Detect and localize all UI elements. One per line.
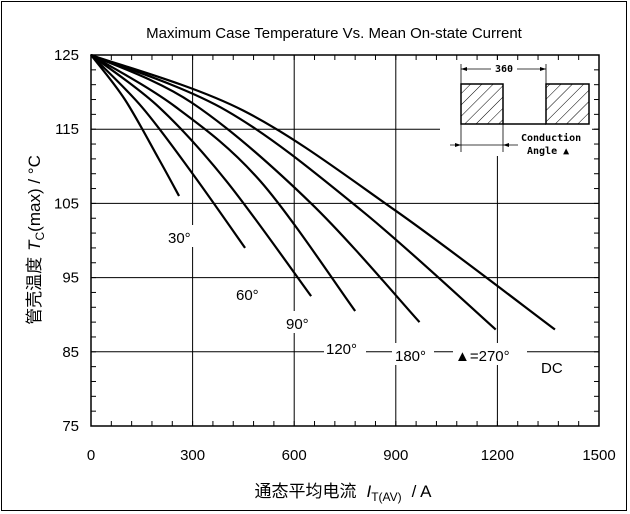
conduction-label: Conduction bbox=[521, 132, 581, 144]
label-dc: DC bbox=[541, 360, 563, 377]
label-30: 30° bbox=[168, 230, 191, 247]
x-tick-label: 600 bbox=[282, 447, 307, 464]
series-line-3 bbox=[90, 54, 357, 312]
series-line-6 bbox=[90, 53, 556, 331]
x-tick-label: 1500 bbox=[582, 447, 615, 464]
series-line-5 bbox=[90, 53, 497, 331]
series-line-2 bbox=[90, 54, 313, 297]
series-line-1 bbox=[90, 54, 246, 249]
plot-area bbox=[90, 54, 600, 427]
period-value: 360 bbox=[495, 64, 513, 75]
series-lines bbox=[90, 53, 556, 331]
series-line-4 bbox=[90, 54, 421, 323]
label-120: 120° bbox=[326, 341, 357, 358]
y-tick-labels: 75 85 95 105 115 125 bbox=[54, 47, 79, 435]
angle-label: Angle ▲ bbox=[527, 146, 569, 157]
y-tick-label: 115 bbox=[55, 121, 79, 138]
y-tick-label: 125 bbox=[54, 47, 79, 64]
y-tick-label: 85 bbox=[62, 344, 79, 361]
x-tick-label: 1200 bbox=[481, 447, 514, 464]
conduction-angle-diagram: 360 Conduction Angle ▲ bbox=[440, 60, 592, 157]
label-60: 60° bbox=[236, 287, 259, 304]
pulse-2 bbox=[545, 83, 590, 125]
y-axis-label: 管壳温度TC(max) / °C bbox=[25, 155, 47, 325]
label-270: ▲=270° bbox=[455, 348, 510, 365]
pulse-1 bbox=[460, 83, 504, 125]
x-tick-label: 900 bbox=[383, 447, 408, 464]
x-tick-label: 300 bbox=[180, 447, 205, 464]
chart-title: Maximum Case Temperature Vs. Mean On-sta… bbox=[146, 25, 523, 42]
y-tick-label: 95 bbox=[62, 270, 79, 287]
x-tick-labels: 0 300 600 900 1200 1500 bbox=[87, 447, 616, 464]
x-tick-label: 0 bbox=[87, 447, 95, 464]
minor-ticks bbox=[90, 54, 600, 427]
series-line-0 bbox=[90, 54, 181, 197]
series-labels: 30° 60° 90° 120° 180° ▲=270° DC bbox=[160, 225, 570, 377]
label-90: 90° bbox=[286, 316, 309, 333]
label-180: 180° bbox=[395, 348, 426, 365]
y-tick-label: 75 bbox=[62, 418, 79, 435]
x-axis-label: 通态平均电流 IT(AV) / A bbox=[254, 482, 432, 504]
y-tick-label: 105 bbox=[54, 195, 79, 212]
